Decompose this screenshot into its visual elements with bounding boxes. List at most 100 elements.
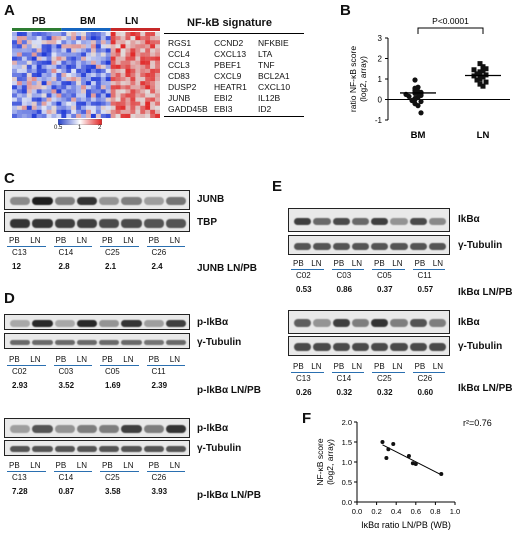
heatmap-cell (140, 109, 146, 115)
heatmap-cell (155, 89, 160, 94)
heatmap-cell (81, 72, 87, 78)
heatmap-cell (90, 93, 97, 98)
heatmap-cell (90, 77, 97, 82)
heatmap-cell (51, 105, 57, 111)
heatmap-cell (86, 56, 92, 61)
heatmap-cell (140, 113, 146, 118)
heatmap-cell (26, 85, 32, 90)
lane-label-ln: LN (169, 355, 180, 364)
heatmap-cell (115, 72, 121, 78)
f-y-tick-label: 1.0 (342, 458, 352, 467)
heatmap-cell (105, 109, 111, 115)
ln-point (477, 70, 483, 76)
heatmap-cell (46, 44, 52, 49)
heatmap-cell (100, 40, 106, 45)
heatmap-cell (90, 40, 97, 45)
heatmap-cell (51, 85, 57, 90)
blot-band (294, 242, 312, 250)
heatmap-cell (66, 60, 72, 65)
f-x-tick-label: 1.0 (450, 507, 460, 516)
heatmap-cell (12, 77, 18, 82)
heatmap-cell (90, 97, 97, 102)
f-point (439, 472, 444, 476)
category-label: LN (477, 130, 490, 141)
ratio-value: 0.86 (336, 285, 353, 294)
blot-tubulin-e-bottom (288, 336, 450, 356)
heatmap-cell (120, 85, 126, 90)
heatmap-cell (95, 109, 101, 115)
heatmap-cell (100, 85, 106, 90)
heatmap-cell (115, 81, 121, 86)
heatmap-cell (41, 77, 47, 82)
heatmap-cell (145, 48, 151, 53)
heatmap-cell (12, 40, 18, 45)
heatmap-cell (16, 77, 23, 82)
heatmap-cell (16, 85, 23, 90)
ratio-value: 12 (12, 262, 21, 271)
lane-label-pb: PB (102, 461, 113, 470)
lane-label-pb: PB (414, 259, 426, 268)
heatmap-cell (125, 36, 131, 41)
blot-band (428, 242, 446, 250)
heatmap-cell (86, 48, 92, 53)
heatmap-cell (100, 113, 106, 118)
heatmap-cell (110, 97, 116, 102)
blot-band (143, 339, 164, 345)
sample-id: C03 (336, 271, 352, 280)
heatmap-cell (31, 56, 37, 61)
heatmap-cell (100, 105, 106, 111)
heatmap-cell (41, 56, 47, 61)
blot-label-tubulin-top: γ-Tubulin (197, 337, 242, 348)
heatmap-cell (115, 68, 121, 74)
heatmap-cell (81, 101, 87, 106)
heatmap-cell (51, 36, 57, 41)
heatmap-cell (12, 56, 18, 61)
heatmap-cell (155, 85, 160, 90)
heatmap-cell (105, 85, 111, 90)
heatmap-cell (66, 32, 72, 37)
heatmap-cell (56, 85, 62, 90)
heatmap-cell (120, 81, 126, 86)
f-r2-label: r²=0.76 (463, 418, 492, 428)
heatmap-cell (125, 48, 131, 53)
heatmap-cell (36, 85, 42, 90)
heatmap-cell (26, 93, 32, 98)
heatmap-cell (61, 81, 67, 86)
heatmap-cell (36, 101, 42, 106)
heatmap-cell (81, 48, 87, 53)
heatmap-cell (125, 40, 131, 45)
heatmap-cell (115, 52, 121, 57)
heatmap-cell (51, 32, 57, 37)
heatmap-cell (125, 32, 131, 37)
ratio-value: 2.8 (58, 262, 70, 271)
ratio-value: 2.93 (12, 381, 28, 390)
heatmap-cell (76, 89, 82, 94)
heatmap-cell (130, 64, 136, 70)
lane-label-pb: PB (148, 461, 160, 470)
heatmap-cell (71, 109, 77, 115)
heatmap-cell (81, 97, 87, 102)
heatmap-cell (105, 105, 111, 111)
heatmap-cell (105, 52, 111, 57)
heatmap-cell (56, 36, 62, 41)
heatmap-cell (51, 109, 57, 115)
heatmap-cell (90, 101, 97, 106)
heatmap-cell (155, 60, 160, 65)
heatmap-cell (125, 113, 131, 118)
ratio-label-d-bottom: p-IkBα LN/PB (197, 490, 261, 501)
heatmap-cell (155, 56, 160, 61)
heatmap-cell (46, 81, 52, 86)
ratio-label-e-top: IkBα LN/PB (458, 287, 513, 298)
heatmap-cell (120, 40, 126, 45)
heatmap-cell (71, 44, 77, 49)
heatmap-cell (61, 40, 67, 45)
heatmap-cell (100, 81, 106, 86)
heatmap-cell (110, 36, 116, 41)
heatmap-cell (76, 77, 82, 82)
blot-band (121, 197, 142, 205)
heatmap-cell (105, 89, 111, 94)
heatmap-cell (125, 52, 131, 57)
lane-label-pb: PB (374, 259, 385, 268)
heatmap-cell (115, 64, 121, 70)
lane-label-pb: PB (293, 362, 304, 371)
